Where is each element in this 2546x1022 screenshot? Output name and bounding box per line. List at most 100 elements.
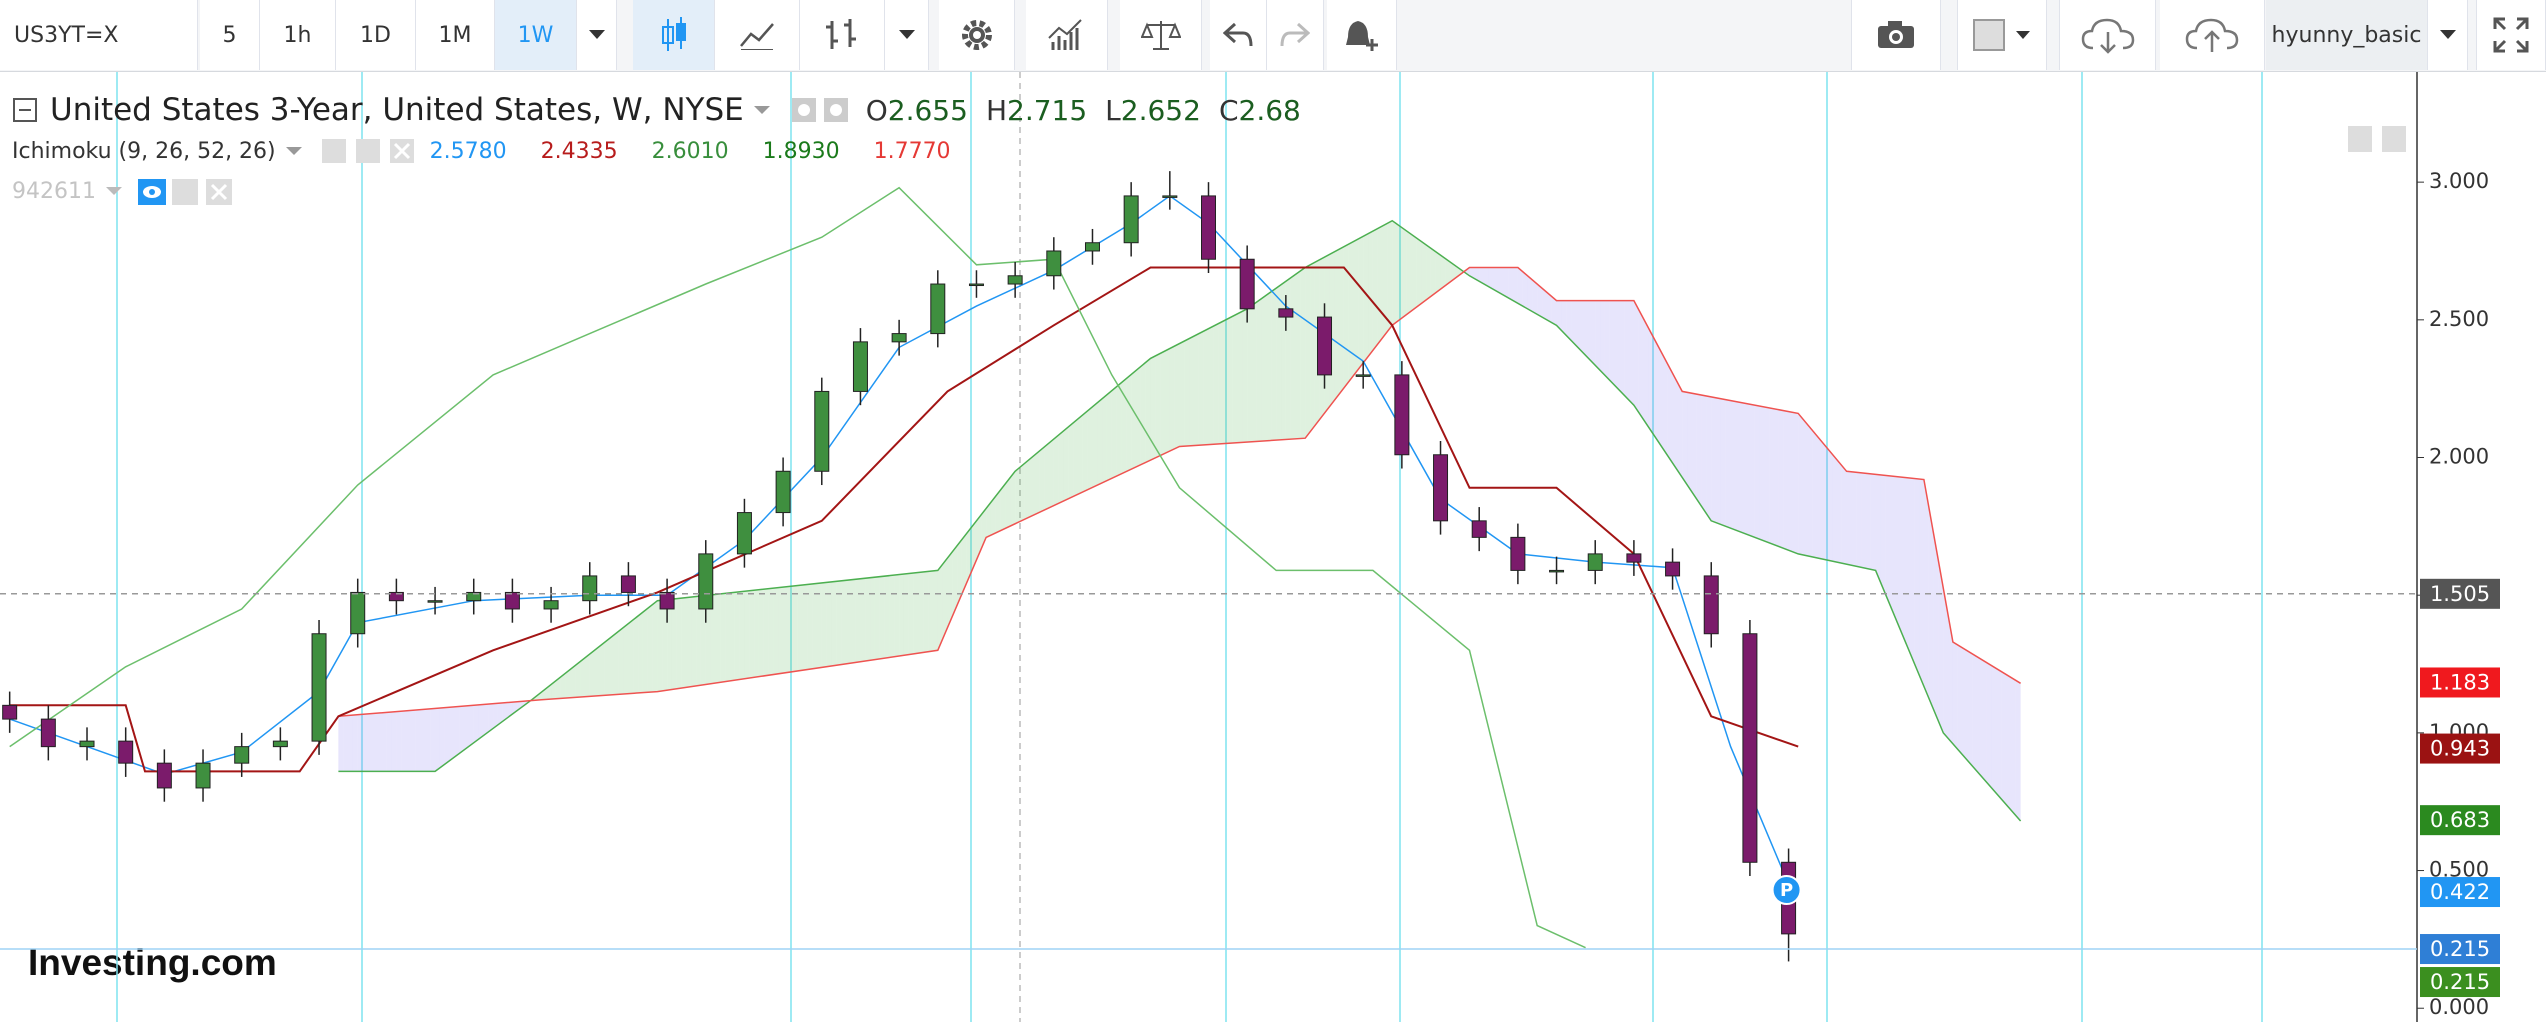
cloud-fill [908, 573, 914, 655]
cloud-fill [1716, 397, 1721, 525]
undo-button[interactable] [1210, 0, 1267, 70]
line-button[interactable] [715, 0, 800, 70]
candles-button[interactable] [633, 0, 715, 70]
cloud-fill [729, 592, 735, 681]
cloud-fill [783, 586, 788, 674]
candle-body [79, 740, 95, 748]
cloud-fill [459, 706, 465, 754]
cloud-fill [855, 578, 861, 663]
cloud-fill [821, 582, 827, 668]
cloud-fill [2001, 671, 2007, 805]
cloud-fill [497, 702, 503, 725]
indicator-values: 2.5780 2.4335 2.6010 1.8930 1.7770 [420, 139, 951, 164]
compare-button[interactable] [1120, 0, 1202, 70]
cloud-fill [860, 578, 866, 662]
interval[interactable]: 5 [200, 0, 260, 70]
cloud-fill [1068, 422, 1074, 499]
cloud-fill [1058, 430, 1064, 504]
user-dropdown[interactable] [2428, 0, 2468, 70]
cloud-fill [609, 635, 614, 696]
candle-body [1278, 308, 1294, 318]
cloud-fill [1232, 313, 1238, 443]
cloud-fill [1778, 409, 1784, 549]
cloud-fill [942, 558, 948, 639]
cloud-fill [381, 712, 387, 772]
cloud-fill [1633, 300, 1639, 413]
icon [1223, 22, 1253, 47]
collapse-icon[interactable] [12, 97, 38, 123]
candle-body [620, 575, 636, 593]
alert-button[interactable] [1327, 0, 1397, 70]
cloud-fill [1164, 348, 1170, 454]
icon [826, 19, 856, 49]
cloud-fill [623, 623, 629, 694]
save-button[interactable] [2160, 0, 2265, 70]
cloud-fill [995, 489, 1001, 533]
legend-icons[interactable] [790, 95, 854, 125]
snapshot-button[interactable] [1851, 0, 1941, 70]
symbol-box[interactable]: US3YT=X [0, 0, 198, 70]
caret[interactable] [104, 185, 124, 197]
ohlc-value: 2.655 [887, 93, 968, 127]
cloud-fill [2010, 677, 2016, 816]
cloud-fill [1972, 653, 1978, 772]
cloud-fill [1865, 473, 1871, 570]
cloud-fill [1745, 403, 1750, 536]
candle-body [2, 704, 18, 720]
load-button[interactable] [2059, 0, 2156, 70]
candle-body [775, 470, 791, 514]
ohlc-value: 2.68 [1238, 93, 1301, 127]
indicator-icons[interactable] [320, 136, 420, 166]
interval[interactable]: 1M [416, 0, 495, 70]
redo-button[interactable] [1267, 0, 1324, 70]
user-menu[interactable]: hyunny_basic [2266, 0, 2428, 70]
icon [1280, 22, 1310, 47]
cloud-fill [778, 587, 784, 674]
cloud-fill [1836, 459, 1842, 564]
cloud-fill [1034, 451, 1040, 515]
cloud-fill [1706, 396, 1712, 521]
interval[interactable]: 1W [495, 0, 577, 70]
cloud-fill [638, 612, 643, 693]
candle-body [1007, 275, 1023, 285]
chart-type-dropdown[interactable] [885, 0, 929, 70]
settings-button[interactable] [939, 0, 1015, 70]
cloud-fill [1411, 234, 1417, 311]
user-name: hyunny_basic [2271, 22, 2422, 48]
interval-dropdown[interactable] [577, 0, 617, 70]
cloud-fill [1063, 426, 1069, 502]
candle-body [388, 591, 404, 602]
study-icons[interactable] [136, 176, 236, 206]
cloud-fill [865, 577, 871, 661]
cloud-fill [870, 577, 875, 661]
cloud-fill [1184, 338, 1190, 447]
interval[interactable]: 1h [260, 0, 336, 70]
candle-body [40, 718, 56, 748]
fullscreen-button[interactable] [2476, 0, 2546, 70]
indicators-button[interactable] [1026, 0, 1108, 70]
color-button[interactable] [1957, 0, 2047, 70]
chart: Investing.com P0.0000.5001.0001.5002.000… [0, 72, 2546, 1022]
cloud-fill [377, 712, 382, 772]
bars-button[interactable] [800, 0, 885, 70]
cloud-fill [1198, 331, 1204, 446]
cloud-fill [1749, 404, 1755, 538]
ohlc-value: 2.652 [1120, 93, 1201, 127]
cloud-fill [1571, 300, 1576, 346]
cloud-fill [589, 650, 595, 697]
interval[interactable]: 1D [336, 0, 416, 70]
cloud-fill [1807, 425, 1813, 557]
cloud-fill [797, 585, 803, 671]
cloud-fill [1015, 467, 1020, 524]
cloud-fill [657, 600, 663, 692]
cloud-fill [671, 598, 677, 690]
cloud-fill [1754, 405, 1760, 540]
caret[interactable] [752, 104, 772, 116]
cloud-fill [1648, 327, 1654, 435]
candle-body [736, 512, 752, 555]
cloud-fill [1566, 300, 1572, 341]
caret[interactable] [284, 145, 304, 157]
cloud-fill [1798, 413, 1804, 555]
cloud-fill [826, 581, 832, 667]
candle-body [1587, 553, 1603, 571]
